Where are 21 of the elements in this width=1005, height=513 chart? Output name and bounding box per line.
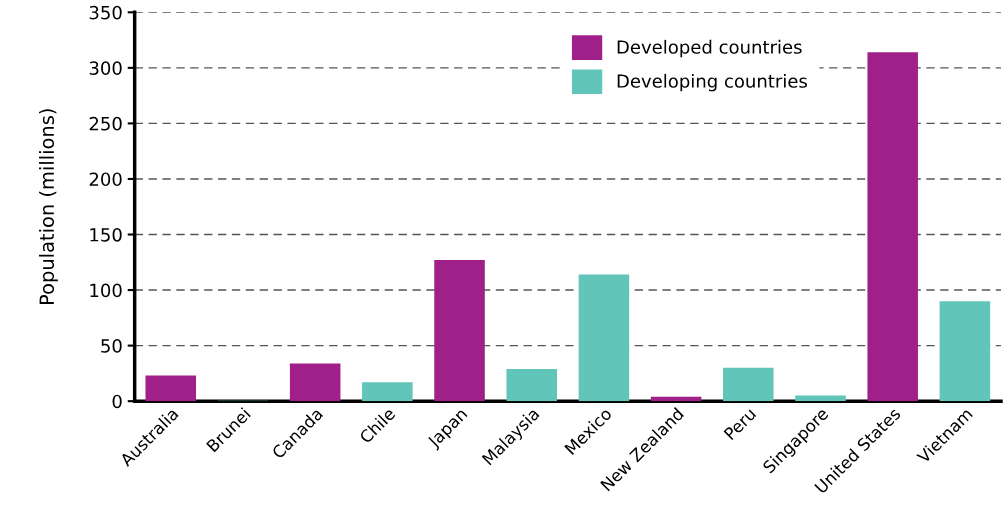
y-tick-label: 50	[101, 339, 122, 353]
legend-label: Developing countries	[617, 73, 807, 92]
bar	[723, 367, 774, 402]
bar	[867, 52, 918, 402]
y-tick-label: 0	[112, 394, 122, 409]
bar	[506, 368, 557, 402]
y-tick-label: 250	[89, 116, 122, 131]
bar	[362, 382, 413, 402]
legend-label: Developed countries	[617, 39, 802, 58]
bar	[939, 301, 991, 402]
y-tick-label: 350	[89, 5, 122, 20]
y-tick-label: 150	[90, 227, 122, 242]
bar	[289, 363, 341, 402]
bar	[145, 375, 197, 402]
bar	[578, 274, 630, 402]
y-tick-label: 100	[90, 283, 122, 298]
bar	[434, 260, 485, 402]
y-tick-label: 200	[89, 172, 122, 187]
y-axis-title: Population (millions)	[39, 109, 58, 305]
bar	[795, 395, 846, 402]
y-tick-label: 300	[89, 61, 122, 75]
